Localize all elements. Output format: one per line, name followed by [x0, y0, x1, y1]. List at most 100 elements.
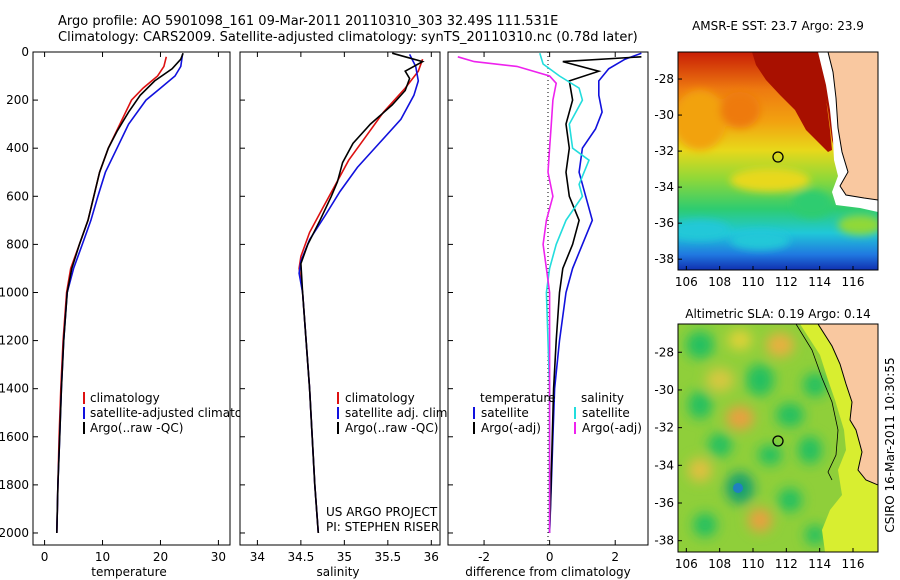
difference-axis-label: difference from climatology [465, 565, 631, 579]
sla-shelf-contour [795, 324, 839, 481]
sla-map: Altimetric SLA: 0.19 Argo: 0.14 [654, 307, 879, 571]
legend-label-argo: Argo(..raw -QC) [345, 421, 438, 435]
y-tick-label: 1800 [0, 478, 29, 492]
legend-label-temp-satellite: satellite [481, 406, 529, 420]
x-tick-label: 34.5 [288, 550, 315, 564]
sst-y-ticks: -28 -30 -32 -34 -36 -38 [654, 72, 682, 266]
x-tick-label: 0 [546, 550, 554, 564]
map-y-tick-label: -38 [654, 534, 674, 548]
map-x-tick-label: 110 [742, 557, 765, 571]
sst-map-frame [677, 51, 879, 271]
x-tick-label: 36 [424, 550, 439, 564]
map-x-tick-label: 106 [675, 557, 698, 571]
salinity-panel: 34 34.5 35 35.5 36 salinity climatology sate… [239, 51, 451, 579]
x-tick-label: 35 [337, 550, 352, 564]
map-y-tick-label: -36 [654, 216, 674, 230]
legend-title-temperature: temperature [480, 391, 555, 405]
y-tick-label: 0 [21, 45, 29, 59]
salinity-legend: climatology satellite adj. clim. Argo(..… [337, 391, 451, 435]
x-tick-label: 2 [611, 550, 619, 564]
x-tick-label: 10 [95, 550, 110, 564]
x-tick-label: 34 [250, 550, 265, 564]
y-tick-label: 1400 [0, 382, 29, 396]
map-y-tick-label: -34 [654, 180, 674, 194]
sst-land [827, 52, 878, 201]
x-tick-label: 35.5 [374, 550, 401, 564]
map-y-tick-label: -38 [654, 252, 674, 266]
map-y-tick-label: -30 [654, 383, 674, 397]
x-tick-label: 30 [211, 550, 226, 564]
series-line-temperature-satellite [548, 52, 642, 534]
map-x-tick-label: 116 [842, 557, 865, 571]
legend-label-satellite: satellite adj. clim. [345, 406, 451, 420]
legend-title-salinity: salinity [581, 391, 624, 405]
csiro-timestamp-label: CSIRO 16-Mar-2011 10:30:55 [883, 357, 897, 532]
difference-legend: temperature satellite Argo(-adj) salinit… [473, 391, 642, 435]
sla-argo-marker [772, 435, 784, 447]
temperature-legend: climatology satellite-adjusted climatolo… [83, 391, 268, 435]
series-line-salinity-argo-adj- [457, 56, 558, 533]
series-line-argo-raw-qc- [56, 52, 184, 534]
temperature-axis-label: temperature [91, 565, 166, 579]
legend-label-climatology: climatology [90, 391, 160, 405]
series-line-argo-raw-qc- [300, 52, 425, 534]
temperature-curves [56, 52, 184, 534]
y-tick-label: 2000 [0, 526, 29, 540]
sla-map-frame [677, 323, 879, 553]
salinity-curves [298, 52, 425, 534]
x-tick-label: 0 [41, 550, 49, 564]
sla-map-title: Altimetric SLA: 0.19 Argo: 0.14 [685, 307, 870, 321]
legend-label-satellite: satellite-adjusted climatology [90, 406, 268, 420]
map-x-tick-label: 108 [708, 557, 731, 571]
salinity-axis-label: salinity [316, 565, 359, 579]
x-tick-label: 20 [153, 550, 168, 564]
x-tick-label: -2 [478, 550, 490, 564]
sst-x-ticks: 106 108 110 112 114 116 [675, 266, 865, 289]
temperature-plot-frame [32, 51, 231, 546]
difference-curves [457, 52, 642, 534]
y-tick-label: 1600 [0, 430, 29, 444]
map-y-tick-label: -32 [654, 144, 674, 158]
salinity-x-ticks: 34 34.5 35 35.5 36 [240, 51, 439, 564]
map-x-tick-label: 114 [808, 557, 831, 571]
sst-argo-marker [772, 151, 784, 163]
map-x-tick-label: 110 [742, 275, 765, 289]
map-x-tick-label: 106 [675, 275, 698, 289]
map-y-tick-label: -30 [654, 108, 674, 122]
map-y-tick-label: -28 [654, 72, 674, 86]
sst-patterns [678, 90, 878, 250]
map-x-tick-label: 112 [775, 557, 798, 571]
sst-map: AMSR-E SST: 23.7 Argo: 23.9 106 108 110 112… [654, 19, 879, 289]
y-tick-label: 800 [6, 237, 29, 251]
profile-title: Argo profile: AO 5901098_161 09-Mar-2011… [58, 14, 559, 29]
difference-panel: -2 0 2 difference from climatology tempera… [447, 51, 649, 579]
pi-annotation: PI: STEPHEN RISER [326, 520, 439, 534]
sla-eddies [686, 330, 827, 545]
y-tick-label: 600 [6, 189, 29, 203]
sst-warm-band [752, 52, 832, 152]
legend-label-sal-argo: Argo(-adj) [582, 421, 642, 435]
map-x-tick-label: 112 [775, 275, 798, 289]
difference-x-ticks: -2 0 2 [448, 51, 619, 564]
temperature-x-ticks: 0 10 20 30 [41, 52, 226, 564]
salinity-plot-frame [239, 51, 441, 546]
sla-eddy-core [733, 483, 743, 493]
depth-y-ticks: 0 200 400 600 800 1000 1200 1400 1600 1800 2000 [0, 45, 38, 540]
y-tick-label: 1200 [0, 334, 29, 348]
project-annotation: US ARGO PROJECT [326, 505, 438, 519]
sla-land [817, 324, 878, 486]
map-y-tick-label: -36 [654, 496, 674, 510]
map-y-tick-label: -34 [654, 458, 674, 472]
sla-x-ticks: 106 108 110 112 114 116 [675, 548, 865, 571]
y-tick-label: 1000 [0, 285, 29, 299]
legend-label-climatology: climatology [345, 391, 415, 405]
temperature-panel: 0 10 20 30 0 200 400 600 800 1000 1200 1400 1600 180… [0, 45, 268, 579]
sst-map-title: AMSR-E SST: 23.7 Argo: 23.9 [692, 19, 864, 33]
climatology-subtitle: Climatology: CARS2009. Satellite-adjuste… [58, 30, 638, 45]
map-y-tick-label: -32 [654, 421, 674, 435]
y-tick-label: 200 [6, 93, 29, 107]
sla-y-ticks: -28 -30 -32 -34 -36 -38 [654, 345, 682, 548]
legend-label-sal-satellite: satellite [582, 406, 630, 420]
map-x-tick-label: 116 [842, 275, 865, 289]
